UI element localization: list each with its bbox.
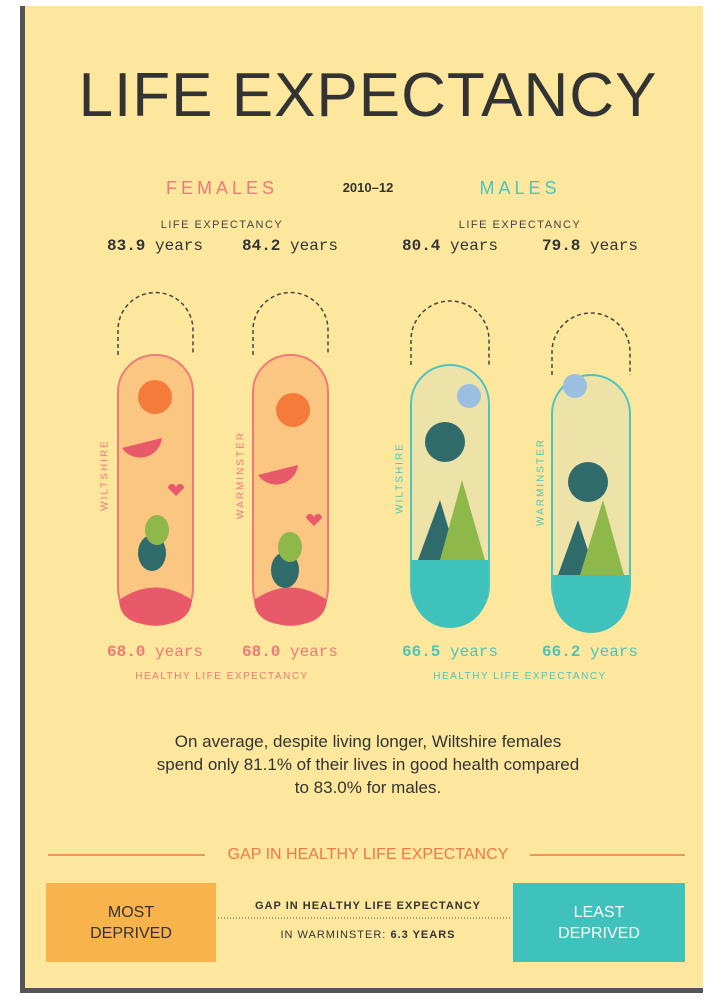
summary-line: On average, despite living longer, Wilts…	[175, 732, 561, 752]
gap-value: IN WARMINSTER: 6.3 YEARS	[281, 929, 456, 941]
summary-line: spend only 81.1% of their lives in good …	[157, 755, 579, 775]
area-label: WARMINSTER	[236, 431, 247, 519]
text: DEPRIVED	[558, 925, 640, 942]
value: 80.4	[402, 237, 440, 255]
period: 2010–12	[343, 180, 394, 195]
page: {"header":{"title":"LIFE EXPECTANCY","fe…	[0, 0, 707, 999]
text: LEAST	[574, 904, 625, 921]
label: LIFE EXPECTANCY	[459, 219, 582, 231]
summary-line: to 83.0% for males.	[295, 778, 441, 798]
box-label: MOST DEPRIVED	[90, 902, 172, 944]
area-label: WARMINSTER	[536, 438, 547, 526]
unit: years	[450, 643, 498, 661]
gap-title: GAP IN HEALTHY LIFE EXPECTANCY	[255, 900, 481, 912]
healthy-life-expectancy: 66.5 years	[402, 643, 498, 661]
box-label: LEAST DEPRIVED	[558, 902, 640, 944]
value: 79.8	[542, 237, 580, 255]
label: HEALTHY LIFE EXPECTANCY	[135, 671, 308, 682]
tube	[253, 293, 328, 626]
label: LIFE EXPECTANCY	[161, 219, 284, 231]
value: 84.2	[242, 237, 280, 255]
value: 68.0	[242, 643, 280, 661]
unit: years	[590, 237, 638, 255]
tube	[118, 293, 193, 626]
heading: MALES	[479, 178, 560, 199]
area-label: WILTSHIRE	[395, 442, 406, 514]
life-expectancy: 80.4 years	[402, 237, 498, 255]
text: MOST	[108, 904, 154, 921]
text: DEPRIVED	[90, 925, 172, 942]
tube	[411, 301, 489, 628]
section-heading: GAP IN HEALTHY LIFE EXPECTANCY	[228, 846, 509, 864]
unit: years	[450, 237, 498, 255]
unit: years	[290, 643, 338, 661]
value: 66.5	[402, 643, 440, 661]
label: HEALTHY LIFE EXPECTANCY	[433, 671, 606, 682]
unit: years	[590, 643, 638, 661]
healthy-life-expectancy: 66.2 years	[542, 643, 638, 661]
value: 68.0	[107, 643, 145, 661]
unit: years	[290, 237, 338, 255]
area-label: WILTSHIRE	[100, 439, 111, 511]
heading: FEMALES	[166, 178, 278, 199]
value: 66.2	[542, 643, 580, 661]
life-expectancy: 79.8 years	[542, 237, 638, 255]
tube	[552, 313, 630, 633]
value: 83.9	[107, 237, 145, 255]
healthy-life-expectancy: 68.0 years	[107, 643, 203, 661]
text: IN WARMINSTER:	[281, 929, 387, 941]
unit: years	[155, 643, 203, 661]
life-expectancy: 84.2 years	[242, 237, 338, 255]
life-expectancy: 83.9 years	[107, 237, 203, 255]
title: LIFE EXPECTANCY	[79, 60, 658, 131]
unit: years	[155, 237, 203, 255]
healthy-life-expectancy: 68.0 years	[242, 643, 338, 661]
value: 6.3 YEARS	[390, 929, 455, 941]
